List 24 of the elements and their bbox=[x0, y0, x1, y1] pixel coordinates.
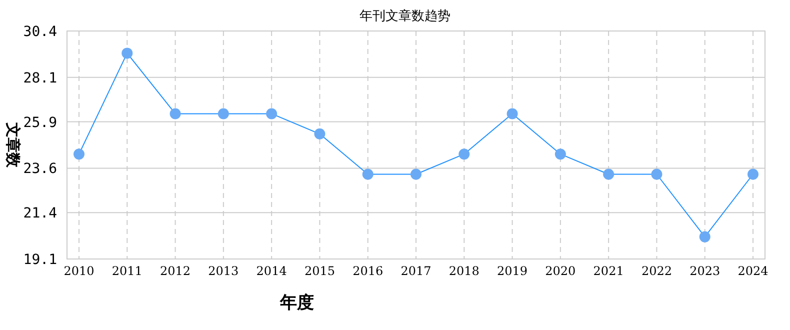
x-tick-label: 2019 bbox=[497, 264, 528, 278]
x-axis-title: 年度 bbox=[279, 293, 314, 313]
x-tick-label: 2010 bbox=[64, 264, 94, 278]
x-tick-label: 2014 bbox=[256, 264, 288, 278]
y-tick-label: 28.1 bbox=[23, 70, 57, 86]
x-tick-label: 2018 bbox=[448, 264, 480, 278]
x-tick-label: 2012 bbox=[160, 264, 191, 278]
y-tick-label: 21.4 bbox=[23, 206, 57, 222]
x-tick-label: 2020 bbox=[545, 264, 576, 278]
y-tick-label: 25.9 bbox=[23, 114, 57, 131]
y-axis-title: 文章数 bbox=[4, 122, 22, 168]
x-tick-label: 2013 bbox=[208, 264, 239, 278]
x-tick-label: 2024 bbox=[738, 264, 769, 278]
x-tick-label: 2011 bbox=[112, 264, 142, 278]
x-tick-label: 2016 bbox=[352, 264, 384, 278]
x-tick-label: 2021 bbox=[593, 264, 624, 278]
x-tick-label: 2017 bbox=[400, 264, 432, 278]
chart-title: 年刊文章数趋势 bbox=[360, 9, 450, 24]
y-tick-label: 19.1 bbox=[23, 252, 57, 268]
y-tick-label: 30.4 bbox=[23, 24, 57, 40]
x-tick-label: 2022 bbox=[641, 264, 672, 278]
x-tick-label: 2015 bbox=[304, 264, 335, 278]
y-tick-label: 23.6 bbox=[23, 161, 57, 178]
x-tick-label: 2023 bbox=[690, 264, 720, 278]
